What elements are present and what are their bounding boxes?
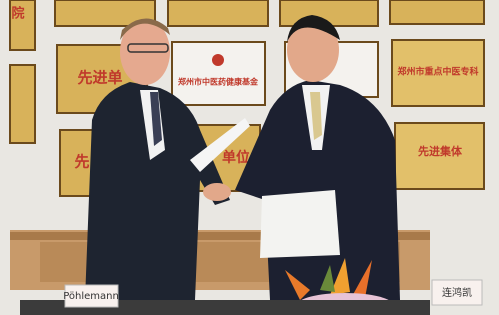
emblem	[212, 54, 224, 66]
nameplate-text: Pöhlemann	[63, 291, 119, 302]
photo: 院 先进单 郑州市中医药健康基金 郑州市重点中医专科 先 单位 先进集体	[0, 0, 499, 315]
page: 院 先进单 郑州市中医药健康基金 郑州市重点中医专科 先 单位 先进集体	[0, 0, 499, 315]
plaque-text: 单位	[222, 149, 250, 166]
plaque-text: 先进单	[77, 69, 122, 87]
plaque-text: 院	[11, 6, 24, 22]
plaque-text: 先	[74, 153, 89, 171]
plaque-text: 先进集体	[418, 144, 463, 158]
nameplate-text: 连鸿凯	[442, 286, 472, 299]
plaque	[10, 65, 35, 143]
plaque	[390, 0, 484, 24]
handshake	[203, 183, 231, 201]
plaque	[168, 0, 268, 26]
plaque	[172, 42, 265, 105]
plaque-text: 郑州市重点中医专科	[397, 66, 478, 78]
folder	[260, 190, 340, 258]
plaque-text: 郑州市中医药健康基金	[178, 77, 259, 87]
